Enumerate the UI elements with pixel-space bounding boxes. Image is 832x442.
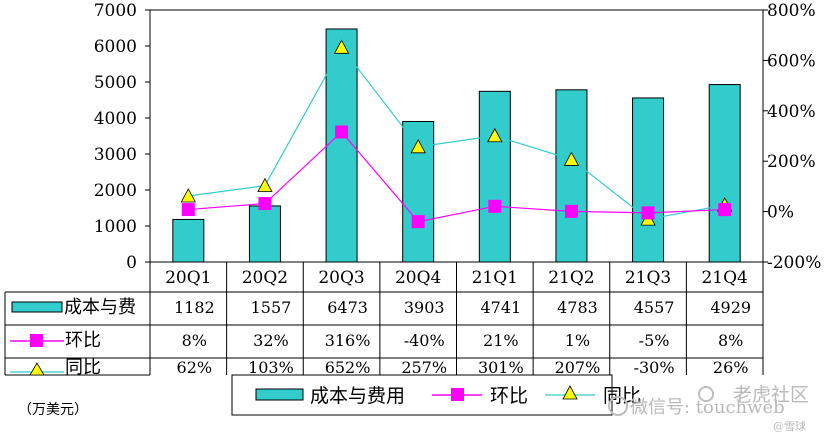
right-tick-label: -200% [767, 253, 821, 273]
left-tick-label: 0 [126, 253, 137, 273]
qoq-point [335, 125, 349, 139]
category-label: 21Q1 [472, 268, 518, 288]
yoy-point [410, 138, 426, 154]
series-line-qoq [188, 131, 725, 223]
table-cell: 207% [555, 358, 601, 377]
table-cell: 301% [478, 358, 524, 377]
category-label: 20Q1 [165, 268, 211, 288]
table-cell: 4741 [480, 298, 521, 317]
right-tick-label: 800% [767, 1, 816, 21]
plot-area: 0 1000 2000 3000 4000 5000 6000 7000 -200% 0% 200%… [94, 1, 822, 273]
legend-label: 环比 [490, 385, 528, 407]
bar [172, 218, 205, 263]
watermark: 老虎社区 微信号: touchweb @雪球 [608, 384, 809, 433]
table-cell: 4557 [634, 298, 675, 317]
table-cell: 103% [248, 358, 294, 377]
table-cell: 8% [718, 331, 743, 350]
unit-note: （万美元） [18, 402, 88, 418]
legend-key-square [451, 388, 464, 401]
table-cell: 62% [177, 358, 213, 377]
category-label: 21Q4 [701, 268, 747, 288]
left-tick-label: 1000 [94, 217, 137, 237]
qoq-point [641, 206, 655, 220]
table-cell: 257% [401, 358, 447, 377]
left-tick-label: 4000 [94, 109, 137, 129]
category-label: 20Q3 [318, 268, 364, 288]
table-cell: 8% [182, 331, 207, 350]
qoq-point [258, 197, 272, 211]
qoq-point [718, 203, 732, 217]
yoy-point [257, 177, 273, 193]
table-cell: 3903 [404, 298, 445, 317]
watermark-wechat: 微信号: touchweb [630, 397, 785, 418]
row-key-bar [11, 301, 63, 313]
left-tick-label: 5000 [94, 73, 137, 93]
row-label: 成本与费 [64, 297, 136, 318]
table-cell: 1% [565, 331, 590, 350]
left-tick-label: 6000 [94, 37, 137, 57]
left-tick-label: 3000 [94, 145, 137, 165]
right-tick-label: 400% [767, 102, 816, 122]
bar [478, 90, 511, 263]
table-cell: 316% [325, 331, 371, 350]
table-cell: 21% [483, 331, 519, 350]
bar [248, 205, 281, 263]
data-table: 20Q1 20Q2 20Q3 20Q4 21Q1 21Q2 21Q3 21Q4 成本与费 1182… [4, 261, 764, 378]
plot-frame [149, 9, 764, 263]
row-key-triangle [29, 362, 45, 376]
table-cell: -5% [639, 331, 670, 350]
bar [632, 97, 665, 263]
qoq-point [488, 199, 502, 213]
table-cell: 4929 [710, 298, 751, 317]
table-cell: -40% [404, 331, 445, 350]
legend: 成本与费用 环比 同比 [231, 374, 641, 416]
bar [325, 28, 358, 263]
category-label: 20Q2 [242, 268, 288, 288]
right-tick-label: 0% [767, 203, 794, 223]
yoy-point [180, 188, 196, 203]
table-cell: 26% [713, 358, 749, 377]
category-label: 21Q2 [548, 268, 594, 288]
bar [555, 89, 588, 263]
qoq-point [564, 204, 578, 218]
qoq-point [181, 203, 195, 217]
right-tick-label: 600% [767, 51, 816, 71]
bar [708, 84, 741, 263]
watermark-handle: @雪球 [773, 419, 806, 433]
table-cell: 32% [253, 331, 289, 350]
table-cell: 1182 [174, 298, 215, 317]
table-cell: -30% [634, 358, 675, 377]
right-tick-label: 200% [767, 152, 816, 172]
legend-key-triangle [562, 385, 578, 400]
legend-label: 成本与费用 [310, 385, 405, 407]
row-label: 环比 [65, 330, 101, 351]
series-line-yoy [188, 46, 725, 220]
paw-logo-icon [608, 386, 714, 416]
watermark-brand: 老虎社区 [733, 384, 809, 406]
table-cell: 6473 [327, 298, 368, 317]
left-tick-label: 7000 [94, 1, 137, 21]
legend-label: 同比 [603, 385, 641, 407]
yoy-point [487, 127, 503, 143]
table-cell: 1557 [251, 298, 292, 317]
qoq-point [411, 215, 425, 229]
legend-key-bar [255, 388, 304, 401]
row-key-square [30, 334, 43, 347]
table-cell: 4783 [557, 298, 598, 317]
left-tick-label: 2000 [94, 181, 137, 201]
category-label: 21Q3 [625, 268, 671, 288]
yoy-point [563, 151, 580, 166]
yoy-point [333, 39, 350, 54]
table-cell: 652% [325, 358, 371, 377]
row-label: 同比 [65, 357, 101, 378]
category-label: 20Q4 [395, 268, 441, 288]
